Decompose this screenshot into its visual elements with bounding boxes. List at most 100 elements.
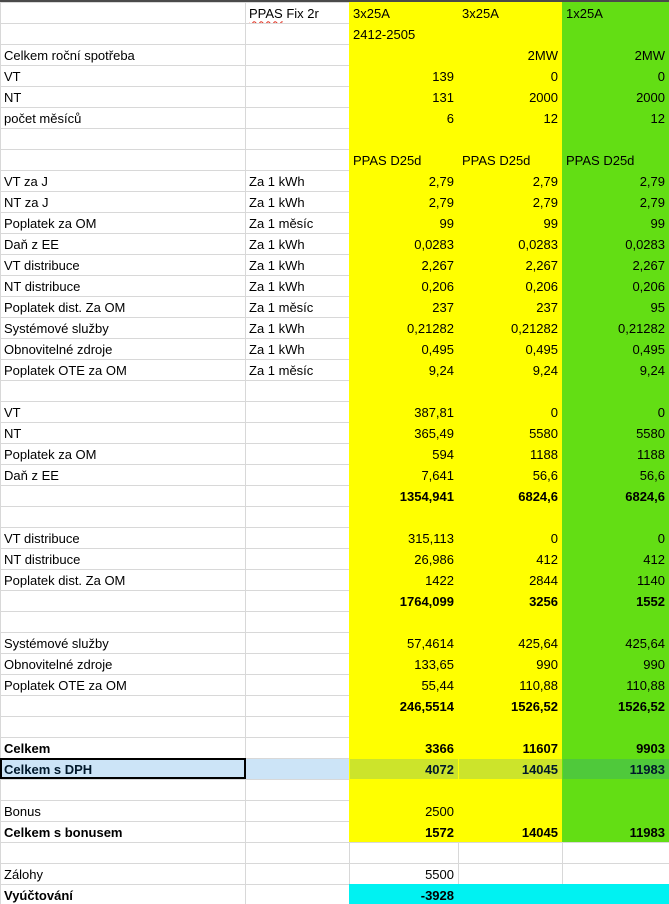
cell-b25[interactable] (245, 506, 349, 527)
cell-a29[interactable] (0, 590, 245, 611)
cell-c18[interactable]: 9,24 (349, 359, 458, 380)
cell-b15[interactable]: Za 1 měsíc (245, 296, 349, 317)
cell-d35[interactable] (458, 716, 562, 737)
cell-e33[interactable]: 110,88 (562, 674, 669, 695)
cell-c3[interactable] (349, 44, 458, 65)
cell-e15[interactable]: 95 (562, 296, 669, 317)
cell-c39[interactable]: 2500 (349, 800, 458, 821)
cell-d19[interactable] (458, 380, 562, 401)
cell-c2[interactable]: 2412-2505 (349, 23, 458, 44)
cell-a39[interactable]: Bonus (0, 800, 245, 821)
cell-b42[interactable] (245, 863, 349, 884)
cell-d2[interactable] (458, 23, 562, 44)
cell-c10[interactable]: 2,79 (349, 191, 458, 212)
cell-a33[interactable]: Poplatek OTE za OM (0, 674, 245, 695)
cell-d4[interactable]: 0 (458, 65, 562, 86)
cell-e34[interactable]: 1526,52 (562, 695, 669, 716)
cell-b6[interactable] (245, 107, 349, 128)
cell-c25[interactable] (349, 506, 458, 527)
cell-b26[interactable] (245, 527, 349, 548)
cell-c16[interactable]: 0,21282 (349, 317, 458, 338)
cell-e7[interactable] (562, 128, 669, 149)
cell-e32[interactable]: 990 (562, 653, 669, 674)
cell-d31[interactable]: 425,64 (458, 632, 562, 653)
cell-e37[interactable]: 11983 (562, 758, 669, 779)
cell-b36[interactable] (245, 737, 349, 758)
cell-c40[interactable]: 1572 (349, 821, 458, 842)
cell-b17[interactable]: Za 1 kWh (245, 338, 349, 359)
cell-c12[interactable]: 0,0283 (349, 233, 458, 254)
cell-e12[interactable]: 0,0283 (562, 233, 669, 254)
cell-b41[interactable] (245, 842, 349, 863)
cell-c14[interactable]: 0,206 (349, 275, 458, 296)
cell-e2[interactable] (562, 23, 669, 44)
cell-b39[interactable] (245, 800, 349, 821)
cell-b16[interactable]: Za 1 kWh (245, 317, 349, 338)
cell-c34[interactable]: 246,5514 (349, 695, 458, 716)
cell-b43[interactable] (245, 884, 349, 904)
cell-c32[interactable]: 133,65 (349, 653, 458, 674)
cell-a40[interactable]: Celkem s bonusem (0, 821, 245, 842)
cell-b14[interactable]: Za 1 kWh (245, 275, 349, 296)
cell-d14[interactable]: 0,206 (458, 275, 562, 296)
cell-a11[interactable]: Poplatek za OM (0, 212, 245, 233)
cell-b18[interactable]: Za 1 měsíc (245, 359, 349, 380)
cell-d15[interactable]: 237 (458, 296, 562, 317)
cell-e38[interactable] (562, 779, 669, 800)
cell-d18[interactable]: 9,24 (458, 359, 562, 380)
cell-e42[interactable] (562, 863, 669, 884)
cell-c42[interactable]: 5500 (349, 863, 458, 884)
cell-d42[interactable] (458, 863, 562, 884)
cell-d23[interactable]: 56,6 (458, 464, 562, 485)
cell-b10[interactable]: Za 1 kWh (245, 191, 349, 212)
cell-c36[interactable]: 3366 (349, 737, 458, 758)
cell-d30[interactable] (458, 611, 562, 632)
cell-d6[interactable]: 12 (458, 107, 562, 128)
cell-c26[interactable]: 315,113 (349, 527, 458, 548)
cell-b28[interactable] (245, 569, 349, 590)
cell-e30[interactable] (562, 611, 669, 632)
cell-e24[interactable]: 6824,6 (562, 485, 669, 506)
cell-b37[interactable] (245, 758, 349, 779)
cell-c28[interactable]: 1422 (349, 569, 458, 590)
cell-b3[interactable] (245, 44, 349, 65)
cell-d21[interactable]: 5580 (458, 422, 562, 443)
cell-d13[interactable]: 2,267 (458, 254, 562, 275)
cell-c11[interactable]: 99 (349, 212, 458, 233)
cell-a37[interactable]: Celkem s DPH (0, 758, 246, 779)
cell-c6[interactable]: 6 (349, 107, 458, 128)
cell-b27[interactable] (245, 548, 349, 569)
cell-a25[interactable] (0, 506, 245, 527)
cell-a42[interactable]: Zálohy (0, 863, 245, 884)
cell-c7[interactable] (349, 128, 458, 149)
cell-b24[interactable] (245, 485, 349, 506)
cell-c19[interactable] (349, 380, 458, 401)
cell-d17[interactable]: 0,495 (458, 338, 562, 359)
cell-a27[interactable]: NT distribuce (0, 548, 245, 569)
cell-e21[interactable]: 5580 (562, 422, 669, 443)
cell-b32[interactable] (245, 653, 349, 674)
cell-c17[interactable]: 0,495 (349, 338, 458, 359)
cell-b20[interactable] (245, 401, 349, 422)
cell-e17[interactable]: 0,495 (562, 338, 669, 359)
cell-a34[interactable] (0, 695, 245, 716)
cell-e22[interactable]: 1188 (562, 443, 669, 464)
cell-a12[interactable]: Daň z EE (0, 233, 245, 254)
cell-c22[interactable]: 594 (349, 443, 458, 464)
cell-a4[interactable]: VT (0, 65, 245, 86)
cell-d11[interactable]: 99 (458, 212, 562, 233)
cell-d27[interactable]: 412 (458, 548, 562, 569)
cell-e25[interactable] (562, 506, 669, 527)
cell-a24[interactable] (0, 485, 245, 506)
cell-c33[interactable]: 55,44 (349, 674, 458, 695)
cell-c9[interactable]: 2,79 (349, 170, 458, 191)
cell-b30[interactable] (245, 611, 349, 632)
cell-c37[interactable]: 4072 (349, 758, 458, 779)
cell-a28[interactable]: Poplatek dist. Za OM (0, 569, 245, 590)
cell-d40[interactable]: 14045 (458, 821, 562, 842)
cell-b40[interactable] (245, 821, 349, 842)
cell-e3[interactable]: 2MW (562, 44, 669, 65)
cell-d9[interactable]: 2,79 (458, 170, 562, 191)
cell-d29[interactable]: 3256 (458, 590, 562, 611)
cell-c8[interactable]: PPAS D25d (349, 149, 458, 170)
